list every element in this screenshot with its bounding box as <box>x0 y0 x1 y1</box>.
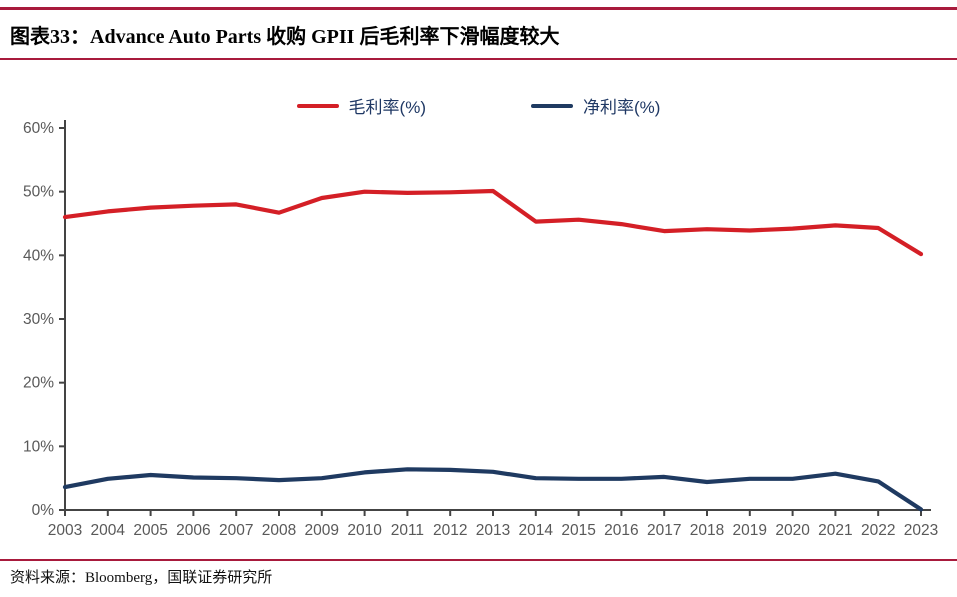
legend-item-net-margin: 净利率(%) <box>531 93 660 118</box>
x-tick-label: 2020 <box>775 522 810 539</box>
y-tick-label: 40% <box>23 247 54 264</box>
title-divider-rule <box>0 58 957 60</box>
legend-label-net-margin: 净利率(%) <box>583 98 661 117</box>
gross-margin-line <box>62 188 924 257</box>
x-tick-label: 2011 <box>391 522 424 539</box>
x-tick-label: 2008 <box>262 522 296 539</box>
line-chart-plot: 0% 10% 20% 30% 40% 50% 60% 2003 2004 2005 2006 2007… <box>23 120 938 539</box>
legend-label-gross-margin: 毛利率(%) <box>348 98 426 117</box>
y-tick-label: 10% <box>23 438 54 455</box>
y-tick-label: 0% <box>32 502 55 519</box>
x-tick-label: 2005 <box>133 522 167 539</box>
x-tick-label: 2012 <box>433 522 467 539</box>
top-border-rule <box>0 7 957 10</box>
x-tick-label: 2016 <box>604 522 638 539</box>
x-tick-label: 2003 <box>48 522 82 539</box>
x-tick-label: 2006 <box>176 522 210 539</box>
source-note: 资料来源：Bloomberg，国联证券研究所 <box>10 570 273 586</box>
source-divider-rule <box>0 559 957 561</box>
chart-legend: 毛利率(%) 净利率(%) <box>0 93 957 118</box>
x-tick-label: 2015 <box>561 522 595 539</box>
x-tick-label: 2014 <box>519 522 554 539</box>
x-tick-label: 2004 <box>91 522 126 539</box>
legend-item-gross-margin: 毛利率(%) <box>296 93 426 118</box>
figure-title: 图表33：Advance Auto Parts 收购 GPII 后毛利率下滑幅度… <box>10 26 560 48</box>
x-tick-label: 2023 <box>904 522 938 539</box>
x-tick-label: 2009 <box>305 522 339 539</box>
y-tick-label: 60% <box>23 120 54 137</box>
y-tick-label: 50% <box>23 184 54 201</box>
y-tick-label: 20% <box>23 375 54 392</box>
x-tick-label: 2018 <box>690 522 724 539</box>
x-tick-label: 2021 <box>818 522 852 539</box>
x-tick-label: 2007 <box>219 522 253 539</box>
net-margin-swatch <box>531 103 573 108</box>
net-margin-line <box>62 467 924 512</box>
x-tick-label: 2019 <box>733 522 767 539</box>
y-tick-label: 30% <box>23 311 54 328</box>
x-tick-label: 2013 <box>476 522 510 539</box>
x-tick-label: 2010 <box>347 522 382 539</box>
gross-margin-swatch <box>296 103 339 108</box>
x-tick-label: 2022 <box>861 522 895 539</box>
x-tick-label: 2017 <box>647 522 681 539</box>
